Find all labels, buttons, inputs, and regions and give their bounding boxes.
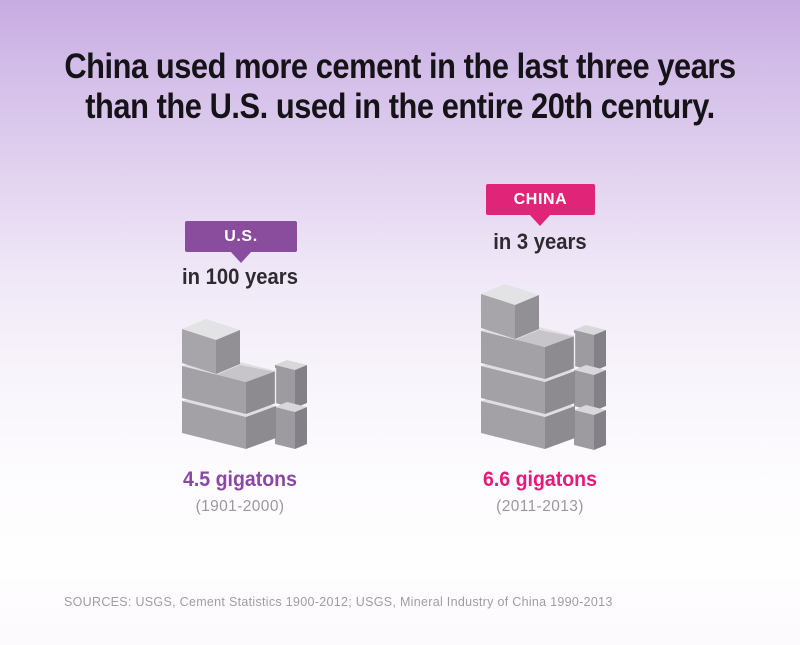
- us-side-column: [275, 360, 307, 449]
- us-badge-pointer-icon: [230, 251, 252, 263]
- china-top-cube: [481, 284, 539, 339]
- us-badge: U.S.: [185, 221, 297, 252]
- us-badge-label: U.S.: [224, 228, 258, 245]
- china-badge-label: CHINA: [513, 191, 568, 208]
- china-badge: CHINA: [486, 184, 595, 215]
- sources-note: SOURCES: USGS, Cement Statistics 1900-20…: [64, 595, 613, 609]
- headline: China used more cement in the last three…: [48, 47, 752, 127]
- china-value-label: 6.6 gigatons: [483, 468, 597, 491]
- china-cement-blocks-icon: [481, 284, 606, 450]
- us-top-cube: [182, 319, 240, 374]
- headline-line2: than the U.S. used in the entire 20th ce…: [85, 87, 715, 126]
- china-period-label: (2011-2013): [496, 498, 584, 515]
- us-period-label: (1901-2000): [195, 498, 285, 515]
- china-badge-pointer-icon: [529, 214, 551, 226]
- us-duration-label: in 100 years: [182, 264, 298, 289]
- china-duration-label: in 3 years: [493, 229, 587, 254]
- china-side-column: [574, 325, 606, 450]
- us-main-slabs: [182, 355, 277, 449]
- headline-line1: China used more cement in the last three…: [64, 47, 736, 86]
- china-main-slabs: [481, 320, 576, 449]
- us-cement-blocks-icon: [182, 319, 307, 449]
- us-value-label: 4.5 gigatons: [183, 468, 297, 491]
